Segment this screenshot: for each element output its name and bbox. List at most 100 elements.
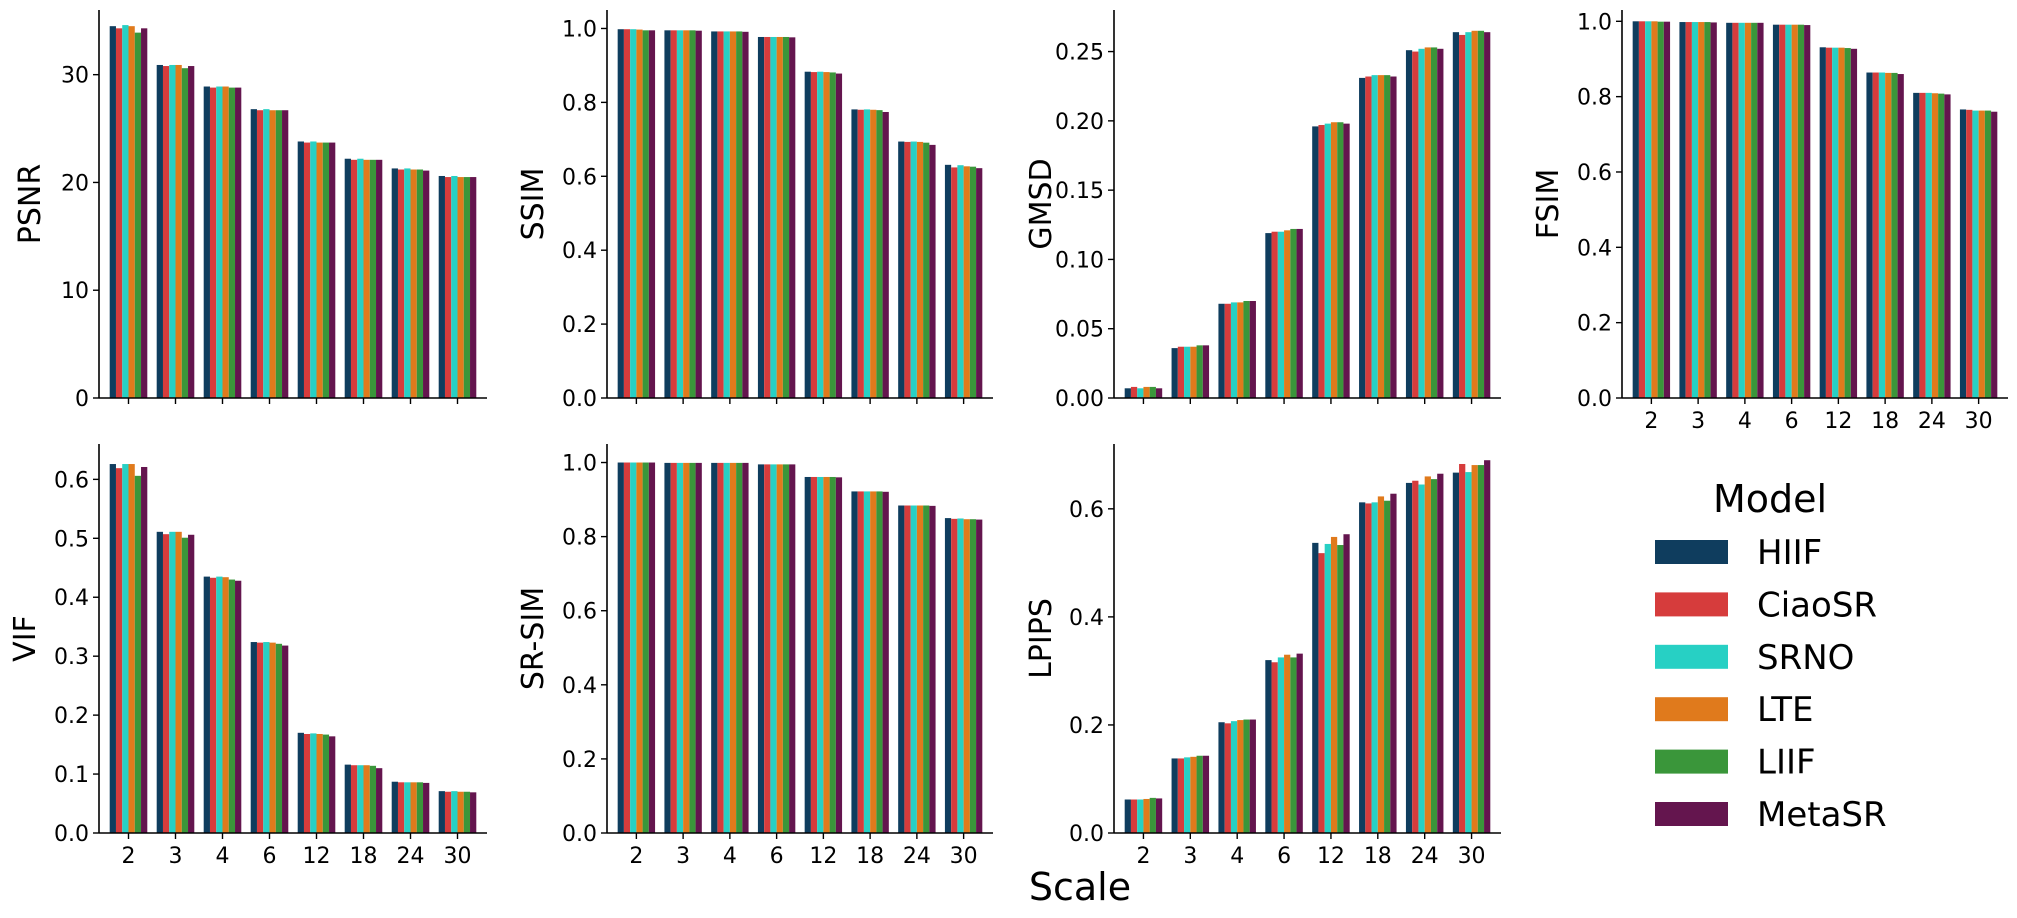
bar-metasr-30 — [1484, 32, 1491, 399]
bar-liif-24 — [416, 782, 424, 833]
bar-liif-24 — [416, 169, 424, 398]
bar-liif-12 — [829, 72, 836, 398]
bar-ciaosr-2 — [1130, 386, 1138, 398]
bar-ciaosr-2 — [623, 29, 631, 398]
y-tick-label: 0.6 — [562, 165, 597, 190]
x-tick-label: 2 — [629, 844, 643, 869]
bar-liif-4 — [1243, 301, 1250, 398]
panel-sr-sim: 0.0 0.2 0.4 0.6 0.8 1.0 2 3 4 6 12 18 24 30 SR-SIM — [516, 444, 993, 869]
bar-liif-12 — [829, 476, 836, 833]
bar-liif-12 — [1337, 122, 1344, 399]
bar-hiif-6 — [1772, 24, 1780, 398]
y-tick-label: 0.15 — [1055, 179, 1104, 204]
bar-lte-3 — [683, 462, 690, 833]
bar-ciaosr-6 — [256, 110, 264, 398]
y-tick-label: 0.10 — [1055, 248, 1104, 273]
x-tick-label: 4 — [723, 844, 737, 869]
bar-srno-30 — [451, 175, 458, 398]
bar-liif-12 — [1337, 545, 1344, 833]
bar-lte-30 — [1471, 30, 1478, 398]
y-axis-label: LPIPS — [1024, 598, 1059, 679]
y-tick-label: 0.8 — [1577, 86, 1612, 111]
y-tick-label: 0.05 — [1055, 318, 1104, 343]
bar-liif-2 — [134, 32, 142, 398]
bar-ciaosr-12 — [1825, 47, 1833, 399]
bar-lte-4 — [1237, 720, 1244, 833]
y-tick-label: 0.2 — [562, 748, 597, 773]
bar-lte-24 — [1424, 476, 1431, 833]
bar-metasr-4 — [235, 580, 242, 833]
bar-metasr-3 — [188, 66, 195, 398]
y-axis-label: SSIM — [516, 168, 551, 241]
bars — [617, 462, 983, 833]
bar-srno-30 — [957, 518, 964, 833]
bar-liif-4 — [228, 579, 236, 833]
bar-metasr-24 — [929, 505, 936, 833]
bar-ciaosr-4 — [1224, 723, 1231, 833]
y-axis-label: PSNR — [13, 164, 48, 244]
legend-item-ciaosr: CiaoSR — [1655, 585, 1877, 625]
bar-srno-12 — [1832, 47, 1839, 399]
bar-metasr-30 — [1991, 111, 1998, 399]
bar-liif-18 — [1891, 72, 1898, 398]
bar-ciaosr-18 — [1872, 72, 1879, 398]
bar-hiif-30 — [438, 791, 445, 833]
x-tick-label: 3 — [1691, 409, 1705, 434]
bar-ciaosr-2 — [1638, 21, 1646, 399]
panel-fsim: 0.0 0.2 0.4 0.6 0.8 1.0 2 3 4 6 12 18 24 30 FSIM — [1531, 10, 2008, 434]
bar-liif-2 — [134, 475, 142, 833]
bar-lte-18 — [870, 109, 877, 399]
bar-liif-12 — [322, 142, 330, 398]
bar-metasr-18 — [1390, 493, 1397, 833]
bar-hiif-3 — [664, 462, 671, 833]
bar-metasr-18 — [882, 491, 889, 833]
bar-hiif-12 — [297, 732, 304, 833]
x-tick-label: 18 — [1364, 844, 1392, 869]
y-tick-label: 1.0 — [1577, 10, 1612, 35]
bar-srno-24 — [1418, 48, 1425, 399]
y-tick-label: 0.0 — [1069, 822, 1104, 847]
panel-vif: 0.0 0.1 0.2 0.3 0.4 0.5 0.6 2 3 4 6 12 18 24 30 VIF — [8, 444, 487, 869]
bar-metasr-6 — [1296, 228, 1303, 398]
x-tick-label: 12 — [303, 844, 331, 869]
bar-lte-12 — [316, 733, 323, 833]
legend-label: MetaSR — [1757, 795, 1887, 835]
bar-metasr-2 — [1155, 388, 1163, 398]
bar-liif-2 — [1149, 386, 1156, 398]
legend-label: LIIF — [1757, 743, 1816, 783]
bar-hiif-24 — [1405, 50, 1413, 398]
bar-metasr-4 — [1249, 301, 1256, 398]
bar-ciaosr-12 — [810, 72, 818, 398]
y-tick-label: 0.20 — [1055, 110, 1104, 135]
bar-hiif-24 — [1405, 482, 1413, 833]
bar-metasr-3 — [695, 30, 702, 398]
bar-liif-6 — [1290, 228, 1297, 398]
y-tick-label: 0.2 — [1069, 714, 1104, 739]
bar-ciaosr-4 — [209, 87, 217, 398]
bar-ciaosr-3 — [1685, 22, 1692, 399]
bar-ciaosr-30 — [1459, 463, 1466, 833]
bar-ciaosr-6 — [1271, 231, 1278, 398]
bar-hiif-2 — [109, 464, 116, 833]
bar-ciaosr-4 — [717, 462, 724, 833]
y-tick-label: 0 — [75, 387, 89, 412]
bar-srno-3 — [676, 462, 684, 833]
bar-lte-2 — [636, 462, 643, 833]
bar-srno-4 — [216, 576, 223, 833]
bar-srno-24 — [910, 141, 917, 399]
bar-srno-4 — [1230, 721, 1238, 833]
bars — [1124, 460, 1491, 833]
x-tick-label: 3 — [169, 844, 183, 869]
bar-ciaosr-2 — [623, 462, 631, 833]
bar-lte-6 — [1284, 654, 1291, 833]
bar-metasr-24 — [1437, 48, 1444, 399]
bar-liif-4 — [228, 87, 236, 398]
bar-metasr-2 — [648, 30, 656, 398]
bar-hiif-18 — [344, 158, 351, 398]
bar-ciaosr-6 — [1779, 24, 1786, 398]
bar-metasr-18 — [376, 159, 383, 398]
bar-ciaosr-6 — [1271, 662, 1278, 833]
bar-metasr-18 — [882, 111, 889, 399]
bar-liif-18 — [1384, 500, 1391, 833]
legend-swatch — [1655, 697, 1728, 722]
